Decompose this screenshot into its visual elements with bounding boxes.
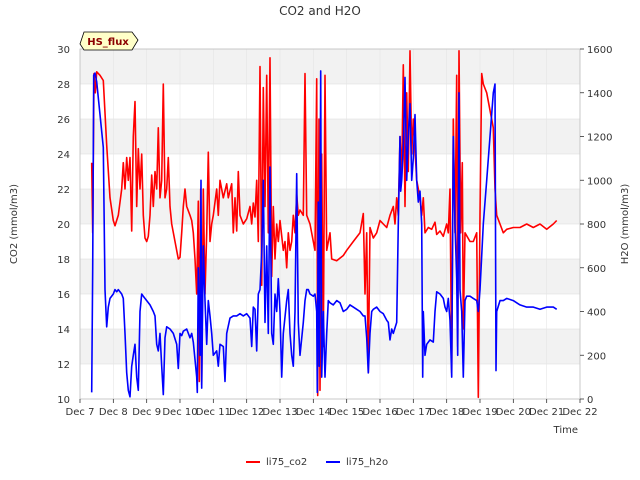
y-tick-label-right: 600 — [587, 264, 606, 275]
y-tick-label-left: 28 — [57, 80, 70, 91]
y-tick-label-left: 10 — [57, 395, 70, 406]
x-tick-label: Dec 14 — [296, 407, 331, 418]
legend: li75_co2 li75_h2o — [246, 457, 388, 468]
x-tick-label: Dec 20 — [496, 407, 531, 418]
y-tick-label-right: 400 — [587, 308, 606, 319]
grid-band — [80, 259, 580, 294]
grid-band — [80, 364, 580, 399]
y-tick-label-left: 26 — [57, 115, 70, 126]
grid-band — [80, 329, 580, 364]
left-axis-ticks: 10 12 14 16 18 20 22 24 26 28 30 — [57, 45, 70, 406]
y-tick-label-right: 1000 — [587, 176, 612, 187]
grid-band — [80, 119, 580, 154]
site-badge: HS_flux — [79, 31, 139, 51]
y-axis-left-label: CO2 (mmol/m3) — [9, 184, 20, 264]
x-tick-label: Dec 11 — [196, 407, 231, 418]
y-tick-label-right: 1200 — [587, 133, 612, 144]
y-tick-label-left: 22 — [57, 185, 70, 196]
y-tick-label-right: 800 — [587, 220, 606, 231]
site-badge-box — [79, 31, 139, 51]
series-line-li75_co2 — [90, 50, 558, 399]
site-badge-label: HS_flux — [87, 37, 129, 48]
y-tick-label-right: 1600 — [587, 45, 612, 56]
x-tick-label: Dec 17 — [396, 407, 431, 418]
grid-band — [80, 49, 580, 84]
y-tick-label-left: 30 — [57, 45, 70, 56]
grid-band — [80, 189, 580, 224]
y-tick-label-left: 24 — [57, 150, 70, 161]
y-tick-label-left: 20 — [57, 220, 70, 231]
x-tick-label: Dec 12 — [229, 407, 264, 418]
x-tick-label: Dec 7 — [66, 407, 95, 418]
y-tick-label-right: 1400 — [587, 89, 612, 100]
series-line-li75_h2o — [90, 70, 558, 398]
y-tick-label-left: 18 — [57, 255, 70, 266]
y-tick-label-right: 200 — [587, 351, 606, 362]
x-tick-label: Dec 16 — [362, 407, 397, 418]
x-tick-label: Dec 8 — [99, 407, 128, 418]
x-tick-label: Dec 10 — [162, 407, 197, 418]
x-tick-label: Dec 21 — [529, 407, 564, 418]
x-tick-label: Dec 18 — [429, 407, 464, 418]
series-lines — [90, 50, 558, 399]
y-tick-label-left: 16 — [57, 290, 70, 301]
x-tick-label: Dec 22 — [562, 407, 597, 418]
right-axis-ticks: 0 200 400 600 800 1000 1200 1400 1600 — [580, 45, 612, 406]
x-tick-label: Dec 13 — [262, 407, 297, 418]
legend-label-h2o: li75_h2o — [346, 457, 388, 468]
grid-band — [80, 154, 580, 189]
y-tick-label-right: 0 — [587, 395, 593, 406]
legend-label-co2: li75_co2 — [266, 457, 307, 468]
y-tick-label-left: 14 — [57, 325, 70, 336]
x-tick-label: Dec 9 — [132, 407, 161, 418]
x-tick-label: Dec 15 — [329, 407, 364, 418]
y-tick-label-left: 12 — [57, 360, 70, 371]
grid-band — [80, 84, 580, 119]
y-axis-right-label: H2O (mmol/m3) — [620, 184, 631, 265]
chart-title: CO2 and H2O — [279, 4, 361, 18]
x-axis-label: Time — [553, 425, 578, 436]
x-tick-label: Dec 19 — [462, 407, 497, 418]
